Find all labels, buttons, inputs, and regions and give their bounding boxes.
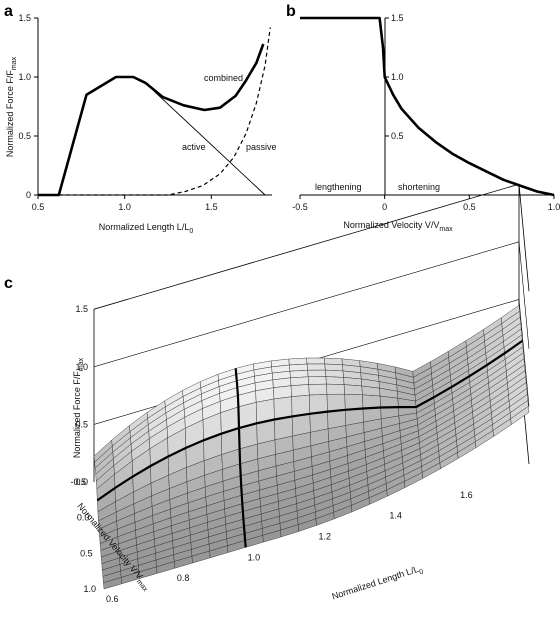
panel-c-surface-chart: 0.00.51.01.5-0.50.00.51.00.60.81.01.21.4… [70,183,530,605]
panel-c-length-tick-label: 0.8 [177,573,190,583]
panel-c-velocity-tick-label: 0.5 [80,548,93,558]
panel-c-surface-patch [326,383,345,395]
panel-a-series-active [153,90,266,196]
panel-b-x-tick-label: 0 [382,202,387,212]
panel-c-surface-patch [290,384,310,397]
panel-b-annotation-shortening: shortening [398,182,440,192]
panel-label-a: a [4,3,13,20]
panel-a-series-passive [58,27,271,196]
panel-b-y-tick-label: 1.5 [391,13,404,23]
panel-c-surface-patch [306,357,326,365]
panel-c-surface-patch [344,393,364,411]
panel-c-force-tick-label: 0.0 [75,477,88,487]
panel-a-y-tick-label: 1.5 [18,13,31,23]
panel-a-series-combined [38,43,265,197]
panel-a-x-tick-label: 0.5 [32,202,45,212]
panel-c-wall-gridline [93,241,530,368]
panel-c-length-tick-label: 1.2 [319,532,332,542]
panel-c-force-tick-label: 0.5 [75,419,88,429]
panel-b-y-tick-label: 0.5 [391,131,404,141]
panel-c-surface-patch [362,394,381,409]
panel-a-y-tick-label: 1.0 [18,72,31,82]
panel-c-surface-patch [343,384,363,396]
panel-c-surface-patch [308,383,328,396]
panel-c-surface-patch [379,395,399,408]
panel-c-surface-patch [289,369,309,379]
panel-a-annotation-passive: passive [246,142,277,152]
panel-label-c: c [4,275,13,292]
panel-c-length-tick-label: 0.6 [106,594,119,604]
panel-a-x-axis-label: Normalized Length L/L0 [99,222,194,235]
panel-c-surface-patch [325,369,344,378]
panel-c-surface-patch [306,363,326,371]
panel-a-annotation-active: active [182,142,206,152]
panel-c-surface-patch [323,357,343,366]
panel-c-force-tick-label: 1.5 [75,304,88,314]
panel-c-surface-patch [324,363,344,372]
panel-c-length-tick-label: 1.4 [389,511,402,521]
panel-b-x-axis-label: Normalized Velocity V/Vmax [343,220,453,233]
panel-a-y-tick-label: 0.5 [18,131,31,141]
panel-c-curve-isometric [96,339,523,502]
panel-b-x-tick-label: 0.5 [463,202,476,212]
panel-b-force-velocity-chart: -0.5 0 0.5 1.0 0.5 1.0 1.5 lengthening shorten… [292,13,560,233]
panel-c-surface-patch [289,363,308,372]
panel-a-force-length-chart: 0.5 1.0 1.500.51.01.5 combined active pass… [5,13,277,235]
panel-b-x-tick-label: 1.0 [548,202,560,212]
panel-a-y-axis-label: Normalized Force F/Fmax [5,56,18,157]
panel-b-x-tick-label: -0.5 [292,202,308,212]
panel-c-surface-patch [325,376,345,385]
panel-c-velocity-tick-label: 1.0 [83,584,96,594]
panel-a-y-tick-label: 0 [26,190,31,200]
panel-c-velocity-tick-label: 0.0 [77,513,90,523]
panel-c-length-tick-label: 1.6 [460,490,473,500]
panel-b-y-tick-label: 1.0 [391,72,404,82]
panel-c-surface-patch [307,376,327,385]
panel-c-surface-patch [290,376,309,386]
panel-c-velocity-tick-label: -0.5 [70,477,86,487]
panel-c-back-wall [93,183,520,482]
panel-c-side-wall [518,184,530,292]
panel-c-length-axis-label: Normalized Length L/L0 [331,563,425,605]
panel-c-force-tick-label: 1.0 [75,362,88,372]
panel-a-x-tick-label: 1.0 [118,202,131,212]
panel-c-surface-patch [307,369,327,378]
panel-c-curve-optimal-length [234,368,247,548]
panel-a-annotation-combined: combined [204,73,243,83]
panel-c-z-axis-label: Normalized Force F/Fmax [72,357,85,458]
panel-a-x-tick-label: 1.5 [205,202,218,212]
panel-c-length-tick-label: 1.0 [248,552,261,562]
panel-b-annotation-lengthening: lengthening [315,182,362,192]
panel-b-series-force-velocity [300,16,555,197]
panel-c-surface-patch [510,405,530,426]
panel-label-b: b [286,3,296,20]
